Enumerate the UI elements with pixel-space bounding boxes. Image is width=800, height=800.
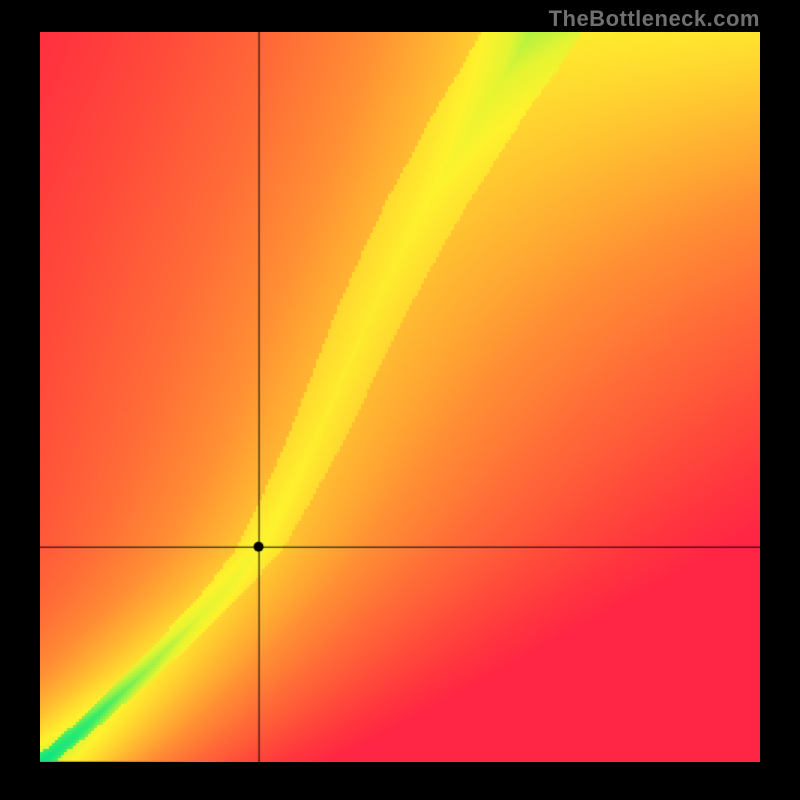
bottleneck-heatmap (40, 32, 760, 762)
frame-bottom (0, 762, 800, 800)
watermark-text: TheBottleneck.com (549, 6, 760, 32)
frame-left (0, 0, 40, 800)
frame-right (760, 0, 800, 800)
